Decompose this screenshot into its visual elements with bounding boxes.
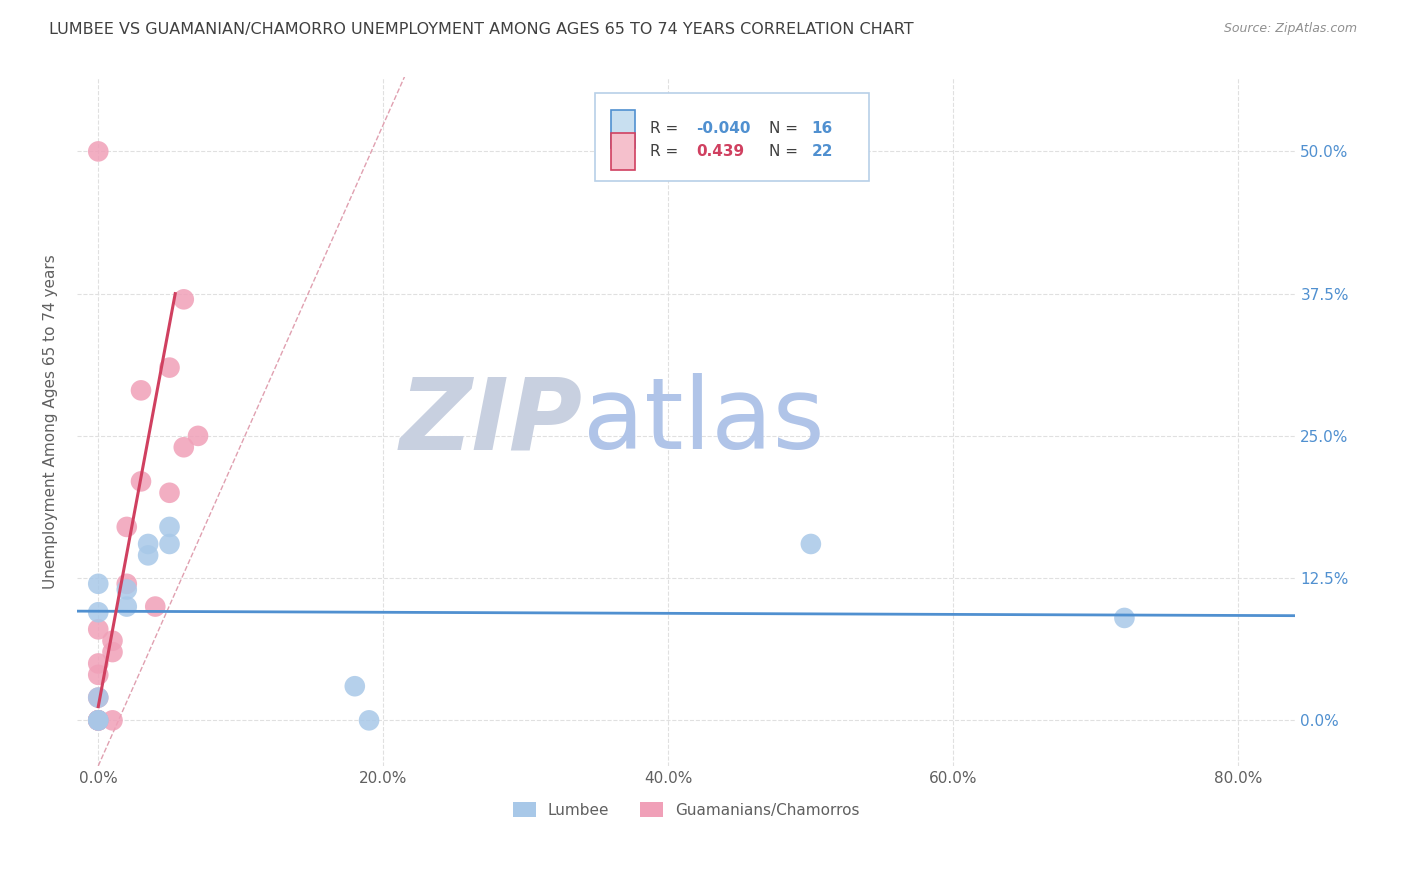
Point bbox=[115, 582, 138, 597]
Point bbox=[87, 668, 110, 682]
Point bbox=[87, 714, 110, 728]
Text: 0.439: 0.439 bbox=[696, 144, 744, 159]
Point bbox=[173, 293, 195, 307]
Text: 16: 16 bbox=[811, 121, 832, 136]
Point bbox=[159, 537, 181, 551]
FancyBboxPatch shape bbox=[610, 110, 636, 148]
Point bbox=[159, 520, 181, 534]
Text: 22: 22 bbox=[811, 144, 834, 159]
Point bbox=[343, 679, 366, 693]
Point bbox=[87, 714, 110, 728]
Point bbox=[159, 360, 181, 375]
Point bbox=[87, 714, 110, 728]
Point bbox=[101, 714, 124, 728]
Point bbox=[87, 623, 110, 637]
Text: atlas: atlas bbox=[582, 373, 824, 470]
Point bbox=[136, 549, 159, 563]
Point bbox=[159, 485, 181, 500]
Point bbox=[87, 657, 110, 671]
Point bbox=[87, 714, 110, 728]
Text: LUMBEE VS GUAMANIAN/CHAMORRO UNEMPLOYMENT AMONG AGES 65 TO 74 YEARS CORRELATION : LUMBEE VS GUAMANIAN/CHAMORRO UNEMPLOYMEN… bbox=[49, 22, 914, 37]
Point bbox=[357, 714, 380, 728]
Point bbox=[101, 645, 124, 659]
Point bbox=[800, 537, 823, 551]
Point bbox=[129, 475, 152, 489]
Text: N =: N = bbox=[769, 121, 803, 136]
Point bbox=[187, 429, 209, 443]
Point bbox=[115, 599, 138, 614]
Point bbox=[87, 605, 110, 619]
Text: ZIP: ZIP bbox=[399, 373, 582, 470]
Point bbox=[101, 633, 124, 648]
Text: N =: N = bbox=[769, 144, 803, 159]
Point bbox=[115, 520, 138, 534]
Point bbox=[143, 599, 166, 614]
FancyBboxPatch shape bbox=[610, 133, 636, 170]
Point bbox=[136, 537, 159, 551]
Point bbox=[87, 145, 110, 159]
Point bbox=[87, 690, 110, 705]
Point bbox=[1114, 611, 1136, 625]
FancyBboxPatch shape bbox=[595, 93, 869, 181]
Point bbox=[87, 576, 110, 591]
Text: -0.040: -0.040 bbox=[696, 121, 751, 136]
Point bbox=[87, 690, 110, 705]
Text: Source: ZipAtlas.com: Source: ZipAtlas.com bbox=[1223, 22, 1357, 36]
Point bbox=[115, 576, 138, 591]
Legend: Lumbee, Guamanians/Chamorros: Lumbee, Guamanians/Chamorros bbox=[506, 796, 866, 823]
Y-axis label: Unemployment Among Ages 65 to 74 years: Unemployment Among Ages 65 to 74 years bbox=[44, 254, 58, 589]
Text: R =: R = bbox=[650, 121, 683, 136]
Point bbox=[173, 440, 195, 454]
Point bbox=[129, 384, 152, 398]
Point bbox=[87, 714, 110, 728]
Text: R =: R = bbox=[650, 144, 683, 159]
Point bbox=[87, 714, 110, 728]
